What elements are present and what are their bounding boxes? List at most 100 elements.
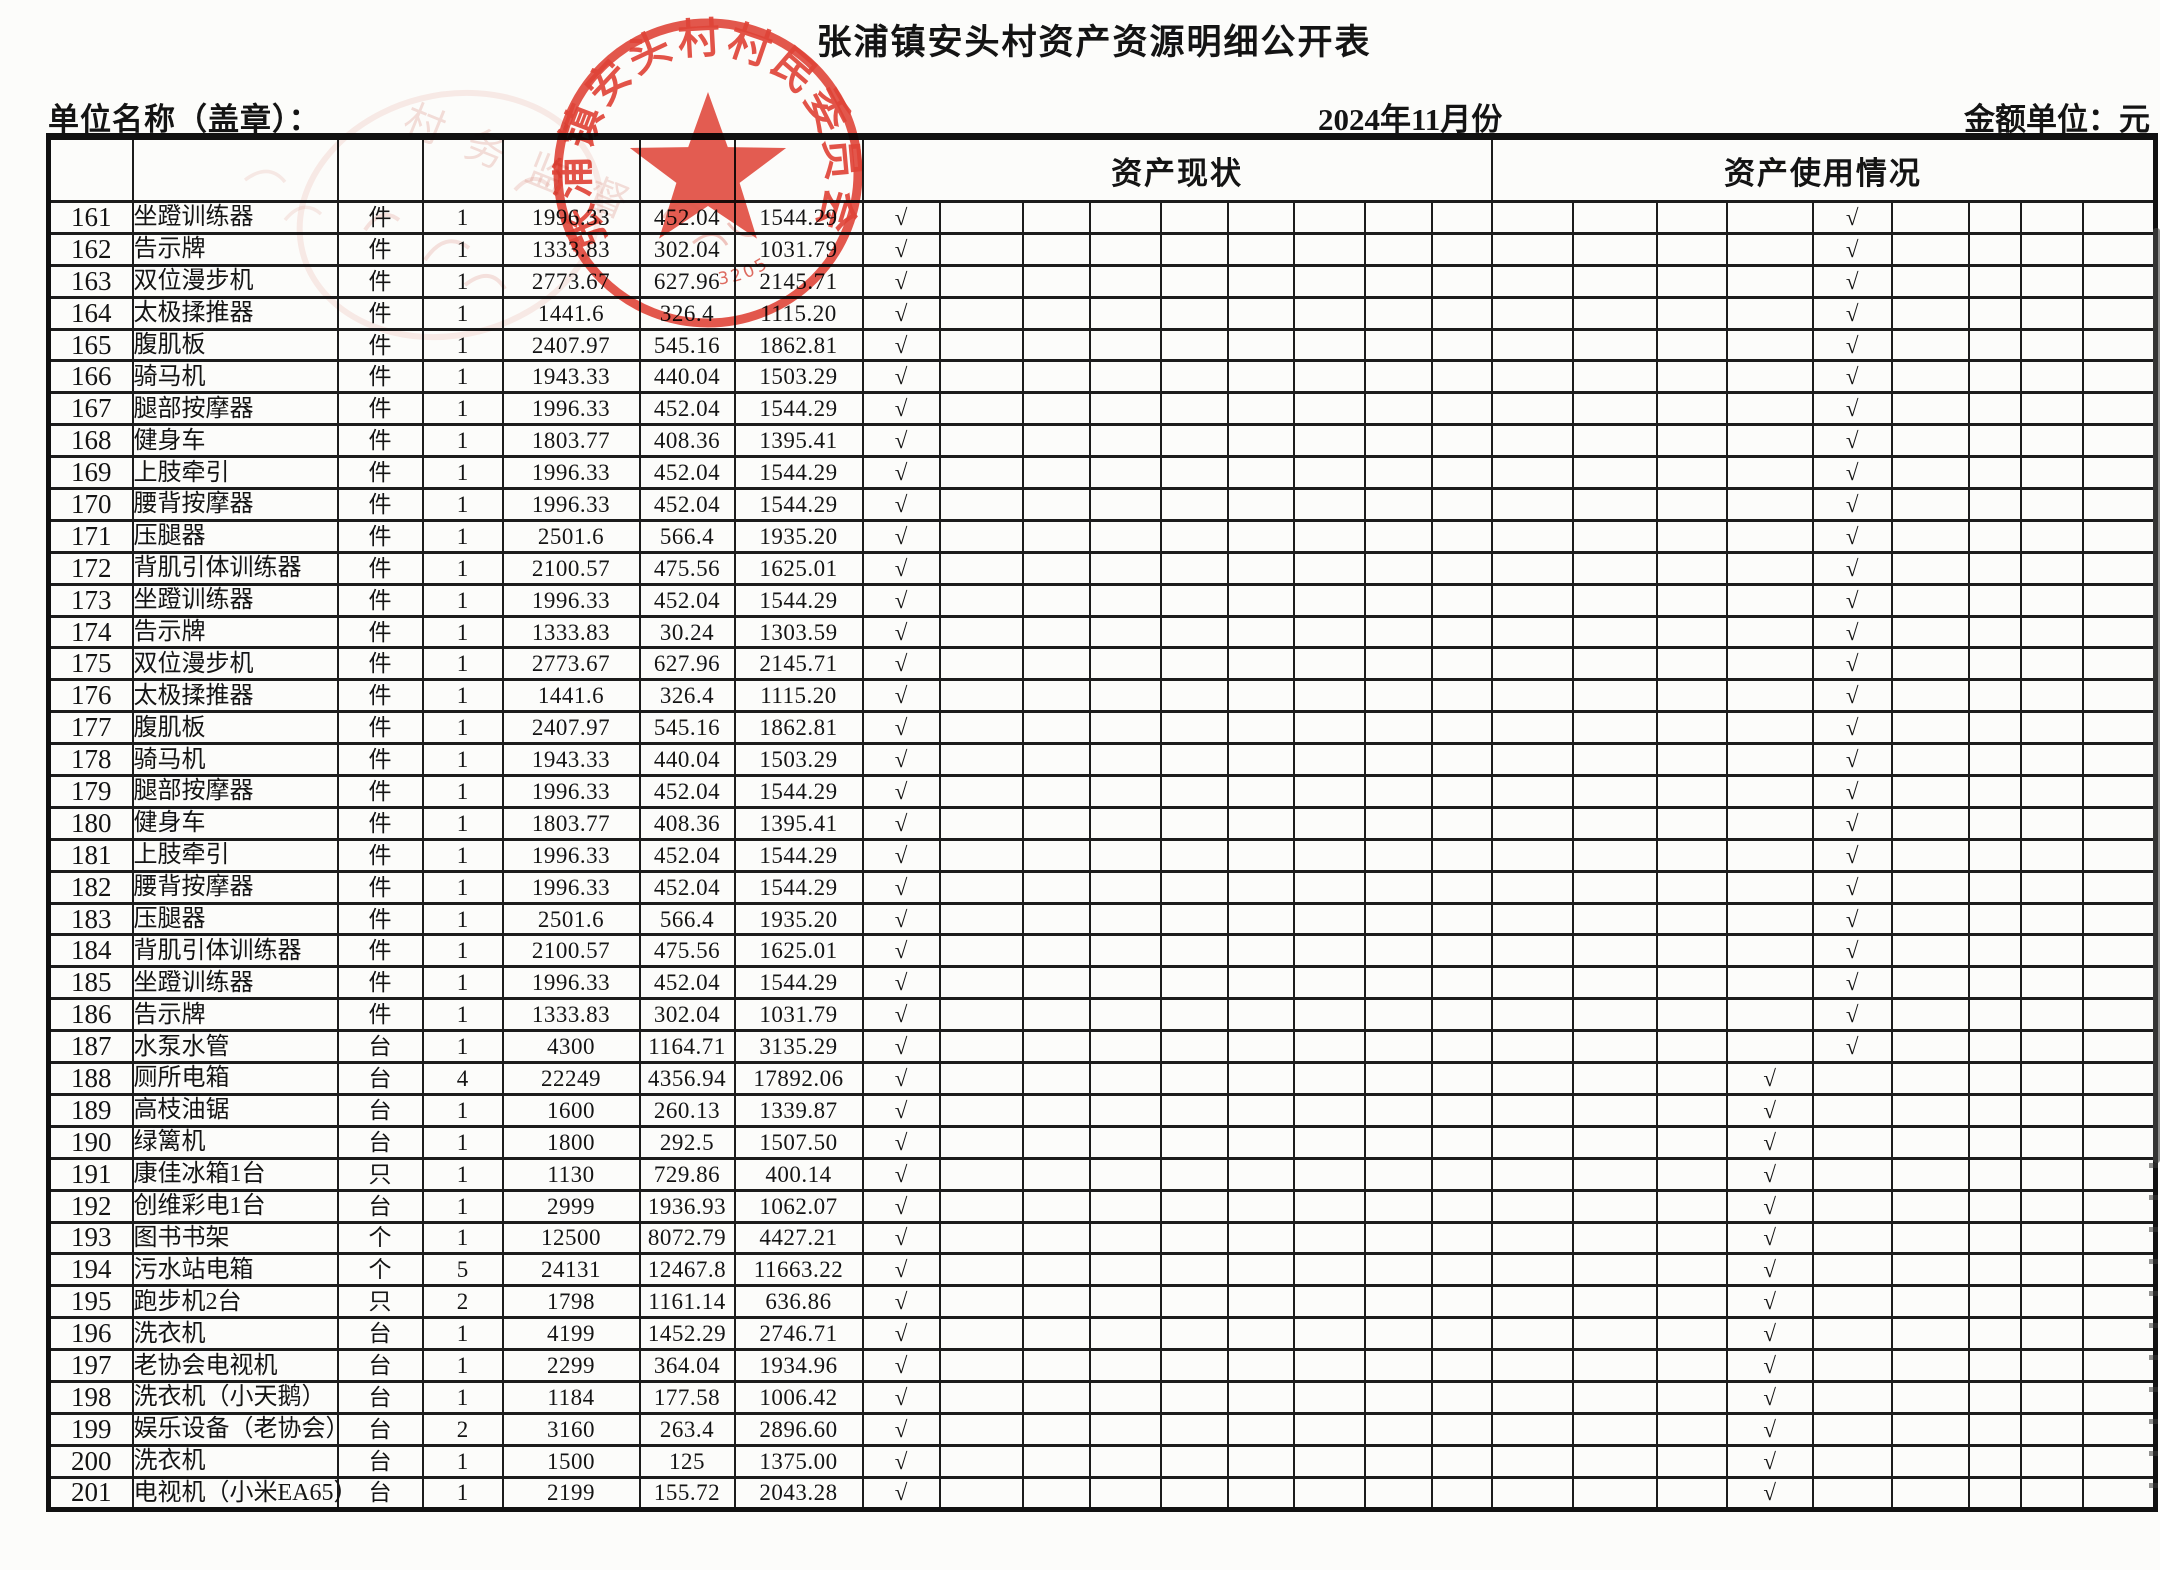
usage-empty-cell	[2019, 423, 2084, 459]
usage-empty-cell	[1967, 1092, 2022, 1128]
status-checkmark: √	[861, 1124, 941, 1160]
status-empty-cell	[1363, 1411, 1433, 1447]
net-value-cell: 636.86	[733, 1284, 864, 1320]
status-empty-cell	[1021, 1475, 1091, 1511]
net-value-cell: 1006.42	[733, 1379, 864, 1415]
status-empty-cell	[1430, 1220, 1493, 1256]
table-row: 171 压腿器件 1 2501.6 566.4 1935.20 √ √	[47, 518, 2157, 554]
usage-empty-cell	[1890, 1411, 1970, 1447]
usage-empty-cell	[1655, 1379, 1728, 1415]
table-row: 200 洗衣机台 1 1500 125 1375.00 √ √	[47, 1443, 2157, 1479]
usage-empty-cell	[1655, 646, 1728, 682]
depreciation-cell: 408.36	[638, 423, 736, 459]
usage-empty-cell	[1490, 550, 1574, 586]
row-number: 190	[47, 1124, 134, 1160]
table-row: 162 告示牌件 1 1333.83 302.04 1031.79 √ √	[47, 231, 2157, 267]
usage-empty-cell	[1725, 359, 1814, 395]
usage-empty-cell	[1655, 1124, 1728, 1160]
row-number: 194	[47, 1252, 134, 1288]
usage-empty-cell	[2019, 1348, 2084, 1383]
status-empty-cell	[1430, 1156, 1493, 1192]
usage-empty-cell	[1655, 1252, 1728, 1288]
page-title: 张浦镇安头村资产资源明细公开表	[816, 23, 1372, 63]
status-empty-cell	[1088, 646, 1162, 682]
usage-empty-cell	[1811, 1092, 1893, 1128]
unit-cell: 件	[336, 710, 424, 746]
original-value-cell: 1600	[501, 1092, 641, 1128]
status-empty-cell	[1021, 550, 1091, 586]
status-empty-cell	[1292, 1220, 1366, 1256]
table-row: 179 腿部按摩器件 1 1996.33 452.04 1544.29 √ √	[47, 774, 2157, 809]
table-row: 187 水泵水管台 1 4300 1164.71 3135.29 √ √	[47, 1029, 2157, 1065]
usage-empty-cell	[2019, 455, 2084, 491]
status-empty-cell	[1226, 455, 1295, 491]
unit-cell: 件	[336, 518, 424, 554]
usage-empty-cell	[1571, 1379, 1658, 1415]
asset-name: 腿部按摩器	[131, 774, 339, 809]
depreciation-cell: 452.04	[638, 837, 736, 873]
unit-cell: 台	[336, 1475, 424, 1511]
net-value-cell: 1935.20	[733, 901, 864, 937]
status-empty-cell	[1363, 901, 1433, 937]
depreciation-cell: 302.04	[638, 231, 736, 267]
net-value-cell: 1507.50	[733, 1124, 864, 1160]
usage-empty-cell	[1655, 295, 1728, 331]
status-empty-cell	[938, 582, 1024, 618]
status-empty-cell	[1021, 646, 1091, 682]
net-value-cell: 1544.29	[733, 965, 864, 1001]
usage-empty-cell	[2019, 391, 2084, 427]
usage-empty-cell	[1890, 263, 1970, 299]
status-empty-cell	[1088, 455, 1162, 491]
usage-checkmark: √	[1811, 710, 1893, 746]
original-value-cell: 4300	[501, 1029, 641, 1065]
usage-empty-cell	[1890, 455, 1970, 491]
usage-empty-cell	[1571, 710, 1658, 746]
usage-empty-cell	[1967, 965, 2022, 1001]
status-empty-cell	[1021, 997, 1091, 1033]
quantity-cell: 1	[421, 423, 504, 459]
status-checkmark: √	[861, 710, 941, 746]
usage-checkmark: √	[1811, 359, 1893, 395]
usage-empty-cell	[1725, 295, 1814, 331]
header-empty-net	[733, 135, 864, 203]
usage-empty-cell	[1967, 1379, 2022, 1415]
net-value-cell: 1395.41	[733, 805, 864, 841]
unit-cell: 台	[336, 1443, 424, 1479]
status-checkmark: √	[861, 231, 941, 267]
usage-empty-cell	[1967, 774, 2022, 809]
usage-empty-cell	[2081, 1124, 2157, 1160]
net-value-cell: 1375.00	[733, 1443, 864, 1479]
usage-empty-cell	[2081, 678, 2157, 714]
original-value-cell: 2773.67	[501, 263, 641, 299]
depreciation-cell: 545.16	[638, 327, 736, 363]
status-empty-cell	[1292, 1443, 1366, 1479]
usage-empty-cell	[1571, 1092, 1658, 1128]
usage-empty-cell	[1571, 550, 1658, 586]
unit-cell: 台	[336, 1092, 424, 1128]
unit-cell: 件	[336, 391, 424, 427]
usage-checkmark: √	[1811, 327, 1893, 363]
net-value-cell: 1544.29	[733, 774, 864, 809]
status-empty-cell	[1292, 901, 1366, 937]
status-checkmark: √	[861, 678, 941, 714]
asset-name: 上肢牵引	[131, 455, 339, 491]
usage-empty-cell	[2081, 455, 2157, 491]
usage-checkmark: √	[1811, 295, 1893, 331]
usage-checkmark: √	[1811, 933, 1893, 969]
quantity-cell: 1	[421, 1124, 504, 1160]
usage-empty-cell	[1967, 1029, 2022, 1065]
table-header-row: 资产现状 资产使用情况	[47, 135, 2157, 203]
status-empty-cell	[1363, 1379, 1433, 1415]
usage-empty-cell	[1890, 1188, 1970, 1224]
usage-empty-cell	[1890, 327, 1970, 363]
table-row: 188 厕所电箱台 4 22249 4356.94 17892.06 √ √	[47, 1061, 2157, 1096]
status-empty-cell	[1159, 1284, 1229, 1320]
usage-checkmark: √	[1725, 1316, 1814, 1352]
usage-empty-cell	[1890, 487, 1970, 522]
usage-empty-cell	[1890, 774, 1970, 809]
usage-empty-cell	[1890, 678, 1970, 714]
asset-name: 太极揉推器	[131, 295, 339, 331]
status-empty-cell	[1226, 1220, 1295, 1256]
depreciation-cell: 452.04	[638, 965, 736, 1001]
usage-empty-cell	[2019, 1379, 2084, 1415]
